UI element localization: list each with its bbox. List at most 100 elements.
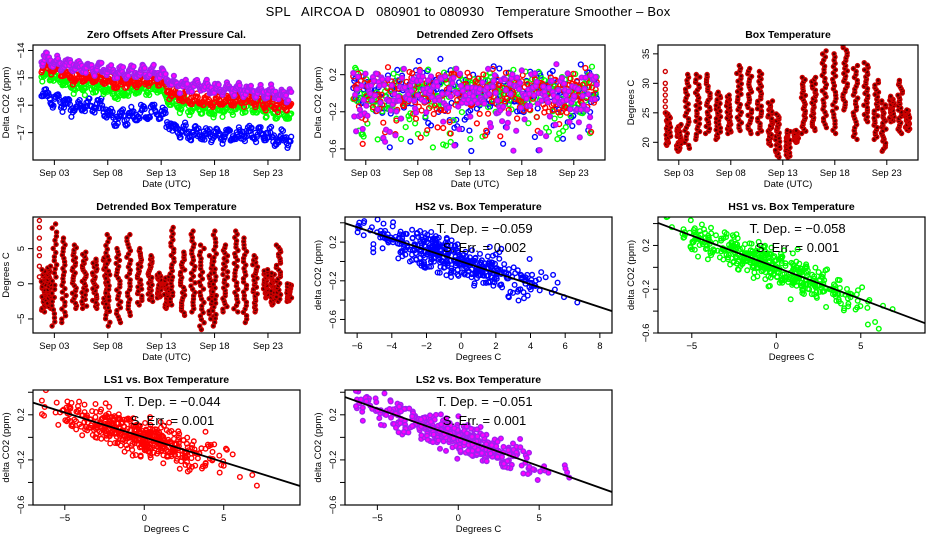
data-point bbox=[243, 248, 250, 255]
data-point bbox=[513, 74, 521, 81]
data-point bbox=[761, 244, 768, 251]
data-point bbox=[896, 77, 903, 84]
data-point bbox=[127, 277, 133, 283]
data-point bbox=[713, 232, 720, 239]
data-point bbox=[861, 67, 868, 73]
data-point bbox=[811, 291, 818, 298]
y-tick-label: −0.2 bbox=[328, 271, 339, 290]
data-point bbox=[254, 275, 260, 281]
plot-area bbox=[33, 390, 300, 489]
data-point bbox=[707, 249, 714, 256]
data-point bbox=[485, 90, 493, 98]
data-point bbox=[793, 275, 800, 282]
series-temperature bbox=[36, 217, 295, 333]
data-point bbox=[793, 264, 800, 271]
data-point bbox=[466, 73, 473, 80]
data-point bbox=[485, 65, 492, 73]
data-point bbox=[494, 97, 501, 104]
data-point bbox=[444, 262, 451, 269]
x-tick-label: Sep 23 bbox=[253, 341, 283, 352]
series-temperature bbox=[662, 45, 913, 160]
data-point bbox=[819, 271, 826, 278]
plot-area bbox=[36, 217, 295, 333]
data-point bbox=[447, 93, 454, 100]
data-point bbox=[841, 70, 847, 77]
data-point bbox=[105, 268, 112, 274]
data-point bbox=[685, 71, 691, 78]
data-point bbox=[36, 217, 43, 224]
data-point bbox=[438, 106, 445, 114]
data-point bbox=[440, 124, 447, 132]
data-point bbox=[36, 224, 43, 231]
data-point bbox=[471, 282, 478, 289]
data-point bbox=[845, 300, 852, 307]
figure-title: SPL AIRCOA D 080901 to 080930 Temperatur… bbox=[265, 4, 671, 19]
data-point bbox=[710, 246, 717, 253]
data-point bbox=[755, 238, 762, 245]
data-point bbox=[517, 271, 524, 278]
data-point bbox=[476, 85, 483, 93]
plot-frame bbox=[32, 44, 301, 161]
data-point bbox=[708, 224, 715, 231]
data-point bbox=[662, 110, 668, 116]
data-point bbox=[59, 316, 65, 322]
y-tick-label: −16 bbox=[16, 97, 27, 113]
data-point bbox=[799, 130, 805, 137]
data-point bbox=[146, 91, 153, 99]
data-point bbox=[693, 131, 700, 137]
data-point bbox=[582, 64, 589, 72]
data-point bbox=[467, 135, 474, 142]
x-tick-label: 8 bbox=[597, 341, 602, 352]
x-tick-label: −5 bbox=[686, 341, 697, 352]
x-axis-label: Date (UTC) bbox=[451, 179, 500, 190]
data-point bbox=[567, 112, 574, 119]
data-point bbox=[476, 110, 483, 118]
data-point bbox=[353, 128, 360, 135]
data-point bbox=[196, 279, 203, 285]
data-point bbox=[431, 258, 438, 265]
data-point bbox=[455, 103, 462, 110]
data-point bbox=[731, 233, 738, 240]
x-axis-label: Date (UTC) bbox=[142, 352, 191, 363]
data-point bbox=[586, 114, 594, 121]
data-point bbox=[439, 90, 446, 98]
data-point bbox=[210, 289, 216, 295]
y-tick-label: 20 bbox=[641, 137, 652, 148]
data-point bbox=[758, 108, 765, 114]
data-point bbox=[864, 321, 871, 328]
data-point bbox=[354, 95, 362, 103]
data-point bbox=[587, 128, 595, 136]
data-point bbox=[751, 269, 758, 276]
y-tick-label: −0.6 bbox=[641, 324, 652, 343]
data-point bbox=[580, 102, 587, 109]
x-tick-label: Sep 18 bbox=[820, 168, 850, 179]
data-point bbox=[114, 245, 120, 252]
data-point bbox=[268, 270, 275, 276]
data-point bbox=[538, 97, 545, 104]
data-point bbox=[563, 109, 570, 116]
data-point bbox=[387, 107, 394, 114]
data-point bbox=[559, 135, 567, 142]
data-point bbox=[428, 228, 435, 235]
data-point bbox=[442, 239, 449, 246]
data-point bbox=[788, 259, 795, 266]
data-point bbox=[211, 111, 218, 118]
data-point bbox=[768, 244, 775, 251]
plot-area bbox=[345, 217, 612, 312]
plot-area bbox=[38, 49, 295, 152]
data-point bbox=[456, 70, 464, 77]
data-point bbox=[150, 61, 157, 69]
data-point bbox=[854, 62, 861, 69]
data-point bbox=[781, 277, 788, 284]
data-point bbox=[815, 269, 822, 276]
data-point bbox=[554, 136, 561, 143]
data-point bbox=[385, 239, 392, 246]
x-tick-label: Sep 13 bbox=[146, 341, 176, 352]
data-point bbox=[796, 260, 803, 267]
data-point bbox=[398, 74, 406, 82]
data-point bbox=[226, 127, 234, 134]
data-point bbox=[49, 290, 55, 296]
data-point bbox=[479, 79, 486, 86]
chart-title: LS1 vs. Box Temperature bbox=[104, 374, 229, 386]
series-LS2 bbox=[38, 49, 295, 106]
